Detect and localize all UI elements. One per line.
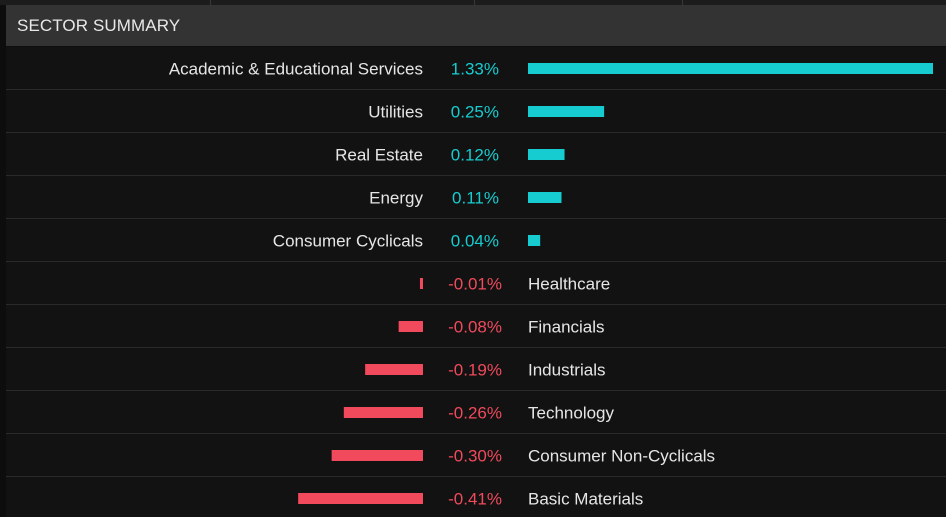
table-row: -0.01% Healthcare xyxy=(6,262,946,305)
sector-change-value: 0.25% xyxy=(451,103,499,122)
row-background xyxy=(6,133,946,175)
table-row: 1.33% Academic & Educational Services xyxy=(6,47,946,90)
row-background xyxy=(6,90,946,132)
row-background xyxy=(6,434,946,476)
sector-name: Industrials xyxy=(528,361,605,380)
panel-title: SECTOR SUMMARY xyxy=(17,16,181,35)
table-row: 0.12% Real Estate xyxy=(6,133,946,176)
table-row: -0.08% Financials xyxy=(6,305,946,348)
sector-change-value: 0.04% xyxy=(451,232,499,251)
table-row: 0.04% Consumer Cyclicals xyxy=(6,219,946,262)
row-background xyxy=(6,391,946,433)
positive-bar xyxy=(528,149,565,160)
tab-divider xyxy=(210,0,211,5)
table-row: 0.25% Utilities xyxy=(6,90,946,133)
panel-header: SECTOR SUMMARY xyxy=(6,5,946,46)
table-row: -0.41% Basic Materials xyxy=(6,477,946,517)
sector-name: Healthcare xyxy=(528,275,610,294)
positive-bar xyxy=(528,63,933,74)
sector-change-value: 0.11% xyxy=(452,189,499,208)
sector-change-value: -0.08% xyxy=(448,318,502,337)
negative-bar xyxy=(419,278,423,289)
table-row: 0.11% Energy xyxy=(6,176,946,219)
sector-change-value: -0.30% xyxy=(448,447,502,466)
row-background xyxy=(6,348,946,390)
row-background xyxy=(6,219,946,261)
table-row: -0.26% Technology xyxy=(6,391,946,434)
top-tab-strip xyxy=(0,0,946,5)
sector-name: Real Estate xyxy=(335,146,423,165)
table-row: -0.19% Industrials xyxy=(6,348,946,391)
row-background xyxy=(6,305,946,347)
positive-bar xyxy=(528,192,562,203)
tab-divider xyxy=(474,0,475,5)
negative-bar xyxy=(343,407,423,418)
sector-change-value: -0.01% xyxy=(448,275,502,294)
sector-name: Basic Materials xyxy=(528,490,643,509)
sector-name: Consumer Non-Cyclicals xyxy=(528,447,715,466)
sector-name: Academic & Educational Services xyxy=(169,60,423,79)
sector-name: Financials xyxy=(528,318,605,337)
positive-bar xyxy=(528,235,541,246)
row-background xyxy=(6,176,946,218)
sector-name: Technology xyxy=(528,404,615,423)
negative-bar xyxy=(398,321,423,332)
positive-bar xyxy=(528,106,605,117)
sector-change-value: -0.19% xyxy=(448,361,502,380)
negative-bar xyxy=(331,450,423,461)
sector-change-value: 1.33% xyxy=(451,60,499,79)
negative-bar xyxy=(365,364,423,375)
row-background xyxy=(6,477,946,517)
sector-change-value: -0.26% xyxy=(448,404,502,423)
sector-name: Energy xyxy=(369,189,423,208)
row-background xyxy=(6,262,946,304)
negative-bar xyxy=(298,493,423,504)
table-row: -0.30% Consumer Non-Cyclicals xyxy=(6,434,946,477)
sector-name: Utilities xyxy=(368,103,423,122)
tab-divider xyxy=(682,0,683,5)
sector-change-value: -0.41% xyxy=(448,490,502,509)
sector-name: Consumer Cyclicals xyxy=(273,232,423,251)
sector-change-value: 0.12% xyxy=(451,146,499,165)
